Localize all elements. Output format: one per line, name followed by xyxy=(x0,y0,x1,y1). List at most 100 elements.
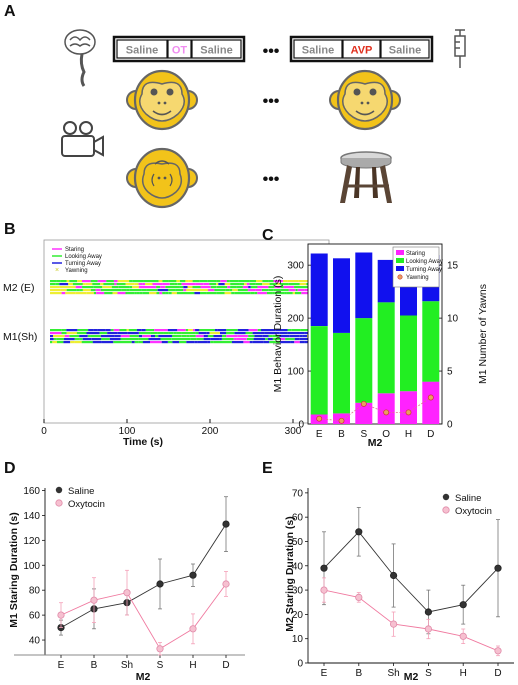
behavior-segment xyxy=(66,332,77,335)
data-point xyxy=(320,586,328,594)
behavior-segment xyxy=(248,335,255,338)
legend-label: Saline xyxy=(68,486,94,497)
yawning-point xyxy=(427,394,434,401)
monkey-face-icon xyxy=(329,69,401,131)
behavior-segment xyxy=(247,289,256,292)
behavior-segment xyxy=(168,292,172,295)
behavior-segment xyxy=(75,283,83,286)
behavior-segment xyxy=(86,292,94,295)
behavior-segment xyxy=(192,280,200,283)
syringe-icon xyxy=(454,29,466,68)
behavior-segment xyxy=(274,292,285,295)
bar-segment xyxy=(422,381,440,424)
behavior-segment xyxy=(168,289,176,292)
behavior-segment xyxy=(74,341,82,344)
x-tick-label: O xyxy=(382,429,390,440)
data-point xyxy=(320,564,328,572)
behavior-segment xyxy=(165,292,169,295)
behavior-segment xyxy=(244,283,247,286)
behavior-segment xyxy=(55,283,60,286)
behavior-segment xyxy=(59,283,69,286)
y-tick-label-right: 15 xyxy=(447,261,459,272)
behavior-segment xyxy=(119,329,127,332)
behavior-segment xyxy=(74,338,80,341)
y-tick-label: 0 xyxy=(297,659,303,670)
behavior-segment xyxy=(210,341,214,344)
behavior-segment xyxy=(56,338,64,341)
behavior-segment xyxy=(257,329,261,332)
behavior-segment xyxy=(255,289,262,292)
behavior-segment xyxy=(257,286,269,289)
behavior-segment xyxy=(106,280,114,283)
behavior-segment xyxy=(156,292,160,295)
behavior-segment xyxy=(189,335,196,338)
behavior-segment xyxy=(220,280,227,283)
behavior-segment xyxy=(183,289,187,292)
x-tick-label: E xyxy=(321,668,328,679)
behavior-segment xyxy=(273,289,281,292)
behavior-segment xyxy=(112,292,118,295)
behavior-segment xyxy=(139,341,143,344)
behavior-segment xyxy=(100,335,104,338)
x-tick-label: Sh xyxy=(387,668,399,679)
behavior-segment xyxy=(52,341,57,344)
data-point xyxy=(222,580,230,588)
behavior-segment xyxy=(114,335,121,338)
behavior-segment xyxy=(114,283,117,286)
legend: Saline Oxytocin xyxy=(55,486,105,510)
behavior-segment xyxy=(254,292,258,295)
x-tick-label: H xyxy=(189,660,196,671)
behavior-segment xyxy=(154,289,158,292)
behavior-segment xyxy=(246,338,254,341)
behavior-segment xyxy=(234,292,241,295)
behavior-segment xyxy=(195,283,204,286)
behavior-segment xyxy=(61,329,67,332)
behavior-segment xyxy=(160,338,172,341)
behavior-segment xyxy=(245,332,250,335)
data-point xyxy=(189,571,197,579)
y-tick-label: 20 xyxy=(292,610,304,621)
behavior-segment xyxy=(183,292,195,295)
y-tick-label: 30 xyxy=(292,586,304,597)
behavior-segment xyxy=(138,283,143,286)
y-tick-label: 300 xyxy=(287,261,304,272)
y-tick-label: 60 xyxy=(29,611,41,622)
bar-segment xyxy=(355,318,373,403)
behavior-segment xyxy=(231,292,235,295)
x-axis-label: M2 xyxy=(368,437,383,449)
legend-label: Oxytocin xyxy=(68,499,105,510)
behavior-segment xyxy=(238,280,250,283)
behavior-segment xyxy=(79,335,88,338)
legend-swatch xyxy=(55,499,63,507)
behavior-segment xyxy=(188,329,193,332)
monkey-back-icon xyxy=(126,147,198,209)
behavior-segment xyxy=(226,329,238,332)
behavior-segment xyxy=(107,332,118,335)
behavior-segment xyxy=(236,286,243,289)
behavior-segment xyxy=(229,280,239,283)
behavior-segment xyxy=(100,283,104,286)
x-tick-label: 100 xyxy=(119,426,136,437)
behavior-segment xyxy=(279,335,290,338)
behavior-segment xyxy=(236,338,247,341)
behavior-segment xyxy=(125,283,135,286)
behavior-segment xyxy=(96,292,105,295)
behavior-segment xyxy=(285,338,295,341)
behavior-segment xyxy=(242,286,249,289)
behavior-segment xyxy=(147,286,157,289)
behavior-segment xyxy=(287,280,299,283)
y-tick-label-right: 5 xyxy=(447,367,453,378)
behavior-segment xyxy=(192,289,202,292)
behavior-segment xyxy=(275,329,288,332)
behavior-segment xyxy=(177,286,180,289)
stool-icon xyxy=(340,151,392,203)
behavior-segment xyxy=(130,289,142,292)
x-tick-label: B xyxy=(355,668,362,679)
behavior-segment xyxy=(299,335,303,338)
behavior-segment xyxy=(174,283,178,286)
behavior-segment xyxy=(290,341,295,344)
behavior-segment xyxy=(301,286,307,289)
behavior-segment xyxy=(151,335,155,338)
behavior-segment xyxy=(172,341,180,344)
behavior-segment xyxy=(149,292,157,295)
